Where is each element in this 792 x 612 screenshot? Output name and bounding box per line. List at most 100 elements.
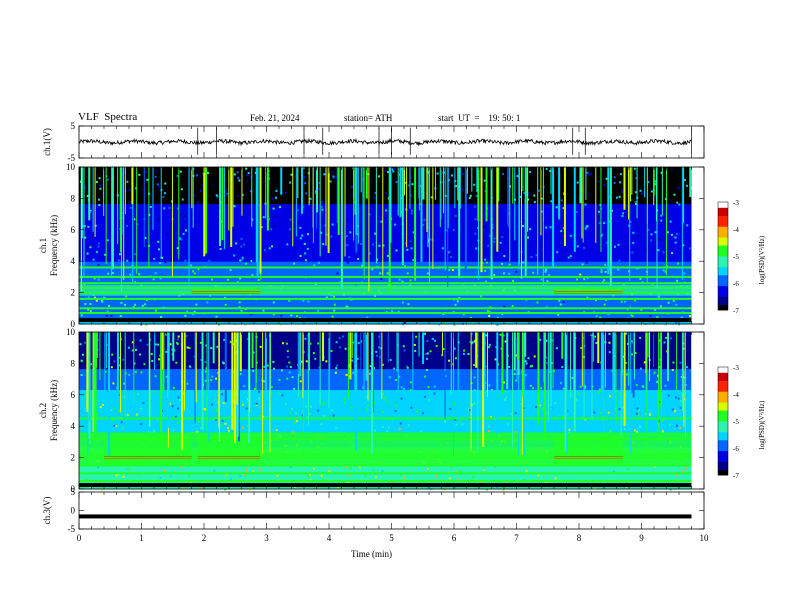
ch2-spectrogram-speck	[667, 419, 670, 422]
ch1-spectrogram-sferic	[308, 167, 310, 206]
ch1-spectrogram-speck	[457, 263, 460, 266]
ch1-spectrogram-sferic	[459, 167, 461, 209]
ch2-spectrogram-speck	[502, 334, 505, 337]
ch2-spectrogram-sferic	[354, 332, 356, 433]
ch2-spectrogram-speck	[471, 332, 474, 335]
ch2-spectrogram-speck	[383, 397, 386, 400]
ch1-spectrogram-cell	[79, 237, 692, 241]
ch1-spectrogram-speck	[586, 172, 589, 175]
ch2-spectrogram-speck	[369, 372, 372, 375]
ch2-spectrogram-speck	[515, 431, 518, 434]
ch1-spectrogram-sferic	[119, 167, 121, 220]
ch2-spectrogram-speck	[345, 466, 348, 469]
ch2-spectrogram-speck	[148, 430, 151, 433]
ch1-spectrogram-speck	[346, 244, 349, 247]
ch2-spectrogram-speck	[210, 403, 213, 406]
ch2-spectrogram-cell	[79, 337, 692, 341]
ch1-spectrogram-sferic	[582, 167, 584, 243]
ch2-spectrogram-sferic	[667, 332, 670, 382]
ch2-spectrogram-speck	[349, 467, 352, 470]
ch1-spectrogram-speck	[600, 268, 603, 271]
ch1-spectrogram-speck	[562, 207, 565, 210]
ch2-spectrogram-speck	[122, 358, 125, 361]
ch1-spectrogram-speck	[146, 178, 149, 181]
colorbar-swatch	[718, 445, 728, 449]
ch1-spectrogram-speck	[493, 237, 496, 240]
ch1-spectrogram-speck	[650, 233, 653, 236]
ch2-spectrogram-speck	[235, 481, 238, 484]
ch1-spectrogram-speck	[161, 256, 164, 259]
ch2-spectrogram-speck	[239, 474, 242, 477]
ch2-spectrogram-speck	[669, 488, 672, 491]
ch2-spectrogram-speck	[584, 386, 587, 389]
ch1-spectrogram-line	[79, 312, 692, 315]
ch1-spectrogram-speck	[304, 252, 307, 255]
ch1-spectrogram-speck	[394, 167, 397, 170]
ch1-spectrogram-speck	[289, 218, 292, 221]
ch1-spectrogram-speck	[501, 236, 504, 239]
ch1-spectrogram-speck	[621, 239, 624, 242]
ch2-spectrogram-speck	[448, 359, 451, 362]
ch1-spectrogram-cell	[79, 250, 692, 254]
ch1-spectrogram-speck	[503, 305, 506, 308]
colorbar-swatch	[718, 307, 728, 311]
ch1-spectrogram-speck	[234, 304, 237, 307]
ch1-spectrogram-speck	[154, 272, 157, 275]
ch2-spectrogram-speck	[637, 414, 640, 417]
ch1-spectrogram-speck	[431, 170, 434, 173]
ch1-spectrogram-speck	[403, 265, 406, 268]
ch1-spectrogram-speck	[595, 315, 598, 318]
ch1-spectrogram-speck	[157, 240, 160, 243]
ch2-spectrogram-speck	[320, 474, 323, 477]
ch2-spectrogram-speck	[82, 420, 85, 423]
ch2-spectrogram-speck	[258, 397, 261, 400]
ch2-spectrogram-speck	[154, 387, 157, 390]
ch1-spectrogram-speck	[545, 167, 548, 170]
ch1-spectrogram-sferic	[171, 167, 173, 277]
ch1-spectrogram-sferic	[563, 167, 566, 247]
ch1-spectrogram-sferic	[363, 167, 365, 280]
ch2-spectrogram-sferic	[307, 332, 309, 425]
ch1-spectrogram-speck	[199, 189, 202, 192]
ch2-spectrogram-speck	[169, 475, 172, 478]
ch2-spectrogram-speck	[532, 387, 535, 390]
ch1-spectrogram-sferic	[401, 167, 404, 266]
ch2-spectrogram-cell	[79, 486, 692, 490]
ch2-spectrogram-speck	[541, 408, 544, 411]
ch2-spectrogram-sferic	[181, 332, 184, 450]
ch1-spectrogram-speck	[238, 301, 241, 304]
ch1-spectrogram-cell	[79, 201, 692, 205]
ch2-spectrogram-speck	[111, 418, 114, 421]
ch3-waveform-line	[79, 514, 692, 519]
ch1-spectrogram-sferic	[422, 167, 425, 200]
ch1-spectrogram-sferic	[344, 167, 346, 257]
ch1-spectrogram-speck	[224, 303, 227, 306]
ch1-spectrogram-cell	[79, 232, 692, 236]
ch2-spectrogram-speck	[433, 378, 436, 381]
ch1-spectrogram-speck	[239, 277, 242, 280]
ch2-spectrogram-cell	[79, 392, 692, 396]
ch1-spectrogram-sferic	[152, 167, 154, 230]
ch2-spectrogram-cell	[79, 394, 692, 398]
ch1-spectrogram-speck	[596, 247, 599, 250]
ch1-spectrogram-speck	[180, 238, 183, 241]
ch1-spectrogram-speck	[434, 250, 437, 253]
ch1-spectrogram-speck	[533, 194, 536, 197]
ch2-spectrogram-sferic	[418, 332, 420, 357]
ch1-spectrogram-speck	[560, 230, 563, 233]
ch2-spectrogram-speck	[429, 398, 432, 401]
colorbar-swatch	[718, 226, 728, 230]
ch1-spectrogram-speck	[540, 197, 543, 200]
ch1-spectrogram-speck	[299, 237, 302, 240]
ch1-spectrogram-speck	[575, 210, 578, 213]
ch2-spectrogram-speck	[469, 341, 472, 344]
ch1-spectrogram-speck	[508, 272, 511, 275]
ch2-spectrogram-sferic	[97, 332, 99, 358]
ch1-spectrogram-speck	[216, 269, 219, 272]
ch1-spectrogram-speck	[599, 316, 602, 319]
ch1-spectrogram-speck	[393, 321, 396, 324]
ch2-spectrogram-cell	[79, 475, 692, 480]
ch2-spectrogram-speck	[221, 393, 224, 396]
ch2-spectrogram-speck	[374, 429, 377, 432]
ch2-spectrogram-speck	[286, 365, 289, 368]
